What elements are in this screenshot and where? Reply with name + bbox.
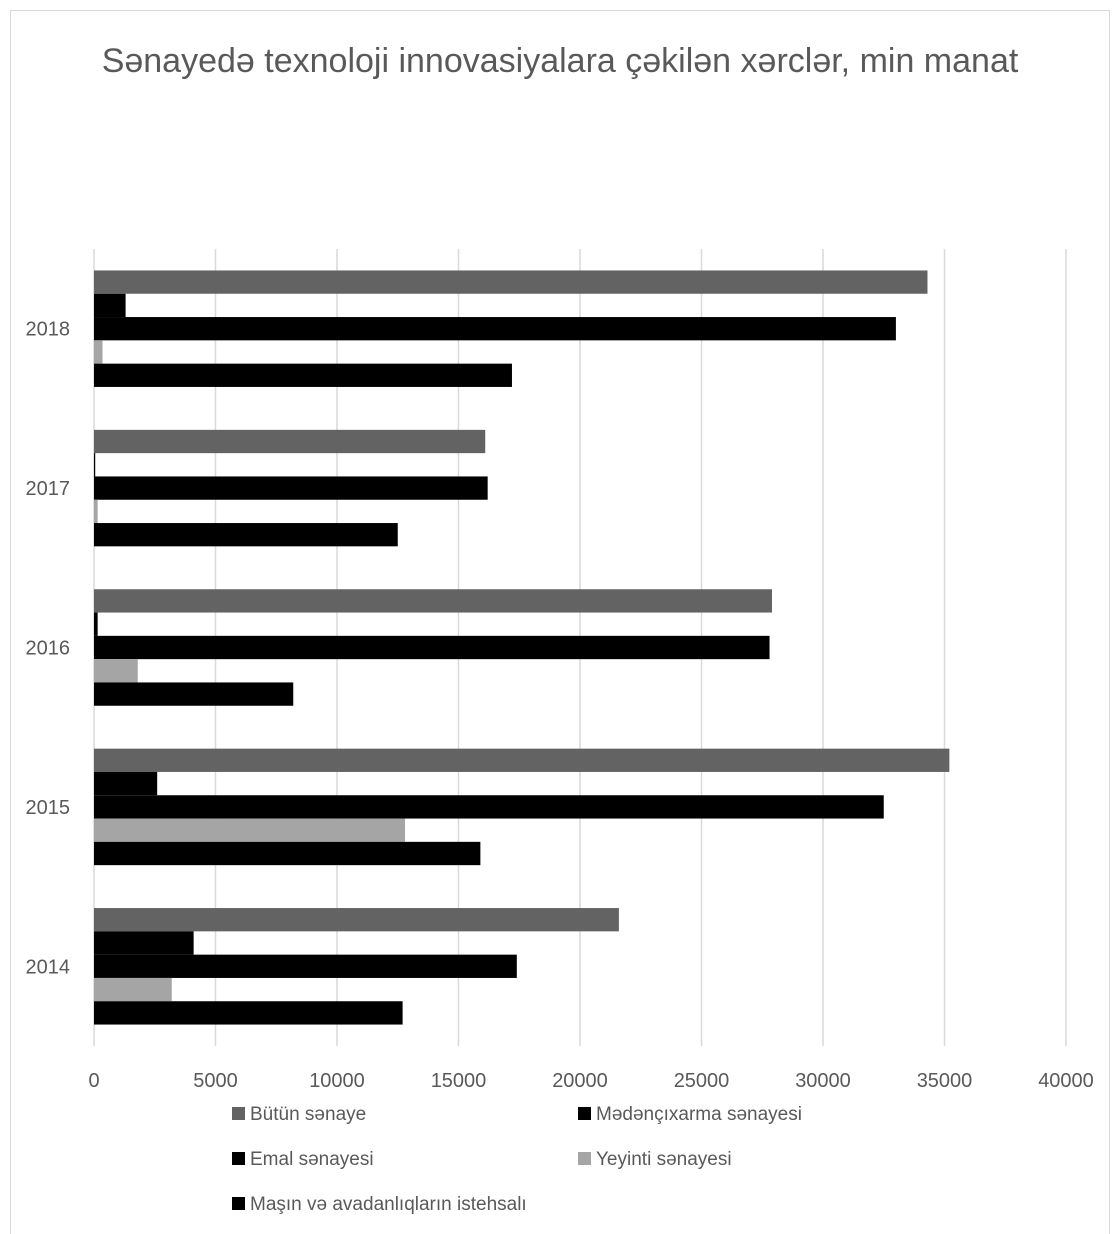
chart-title: Sənayedə texnoloji innovasiyalara çəkilə…	[101, 42, 1019, 80]
bar	[94, 977, 172, 1002]
bar	[94, 841, 481, 866]
bar	[94, 317, 896, 341]
x-tick-label: 35000	[917, 1070, 973, 1092]
y-axis: 2014 2015 2016 2017 2018	[26, 319, 71, 979]
bar	[94, 748, 950, 772]
legend-swatch	[578, 1107, 591, 1120]
bar	[94, 363, 512, 387]
y-tick-label: 2015	[26, 797, 71, 819]
legend-label: Bütün sənaye	[250, 1104, 366, 1125]
bar	[94, 589, 772, 613]
legend-label: Mədənçıxarma sənayesi	[596, 1104, 802, 1125]
x-tick-label: 25000	[674, 1070, 730, 1092]
bar	[94, 954, 517, 978]
x-tick-label: 0	[88, 1070, 99, 1092]
legend: Bütün sənaye Mədənçıxarma sənayesi Emal sə…	[232, 1104, 802, 1215]
bar	[94, 270, 928, 294]
y-tick-label: 2014	[26, 956, 71, 978]
x-tick-label: 20000	[552, 1070, 608, 1092]
bar	[94, 771, 158, 796]
bars	[94, 270, 950, 1025]
legend-label: Emal sənayesi	[250, 1149, 374, 1170]
bar	[94, 659, 138, 683]
x-tick-label: 10000	[309, 1070, 365, 1092]
bar	[94, 453, 96, 477]
y-tick-label: 2017	[26, 478, 71, 500]
legend-label: Yeyinti sənayesi	[596, 1149, 732, 1170]
bar	[94, 818, 406, 842]
bar	[94, 523, 398, 547]
bar	[94, 499, 98, 524]
x-tick-label: 15000	[431, 1070, 487, 1092]
bar	[94, 931, 194, 955]
legend-swatch	[578, 1152, 591, 1165]
legend-swatch	[232, 1197, 245, 1210]
y-tick-label: 2018	[26, 319, 71, 341]
bar	[94, 908, 619, 932]
bar	[94, 635, 770, 660]
chart-frame	[10, 10, 1110, 1234]
x-tick-label: 5000	[193, 1070, 238, 1092]
bar	[94, 612, 98, 636]
legend-swatch	[232, 1152, 245, 1165]
bar	[94, 293, 126, 318]
bar	[94, 1001, 403, 1025]
bar	[94, 429, 486, 454]
x-axis: 0 5000 10000 15000 20000 25000 30000 35000 40000	[88, 1070, 1093, 1092]
bar	[94, 476, 488, 500]
bar	[94, 795, 884, 819]
bar	[94, 340, 103, 364]
legend-swatch	[232, 1107, 245, 1120]
bar	[94, 682, 294, 706]
legend-label: Maşın və avadanlıqların istehsalı	[250, 1194, 527, 1215]
x-tick-label: 40000	[1038, 1070, 1094, 1092]
x-tick-label: 30000	[795, 1070, 851, 1092]
y-tick-label: 2016	[26, 638, 71, 660]
